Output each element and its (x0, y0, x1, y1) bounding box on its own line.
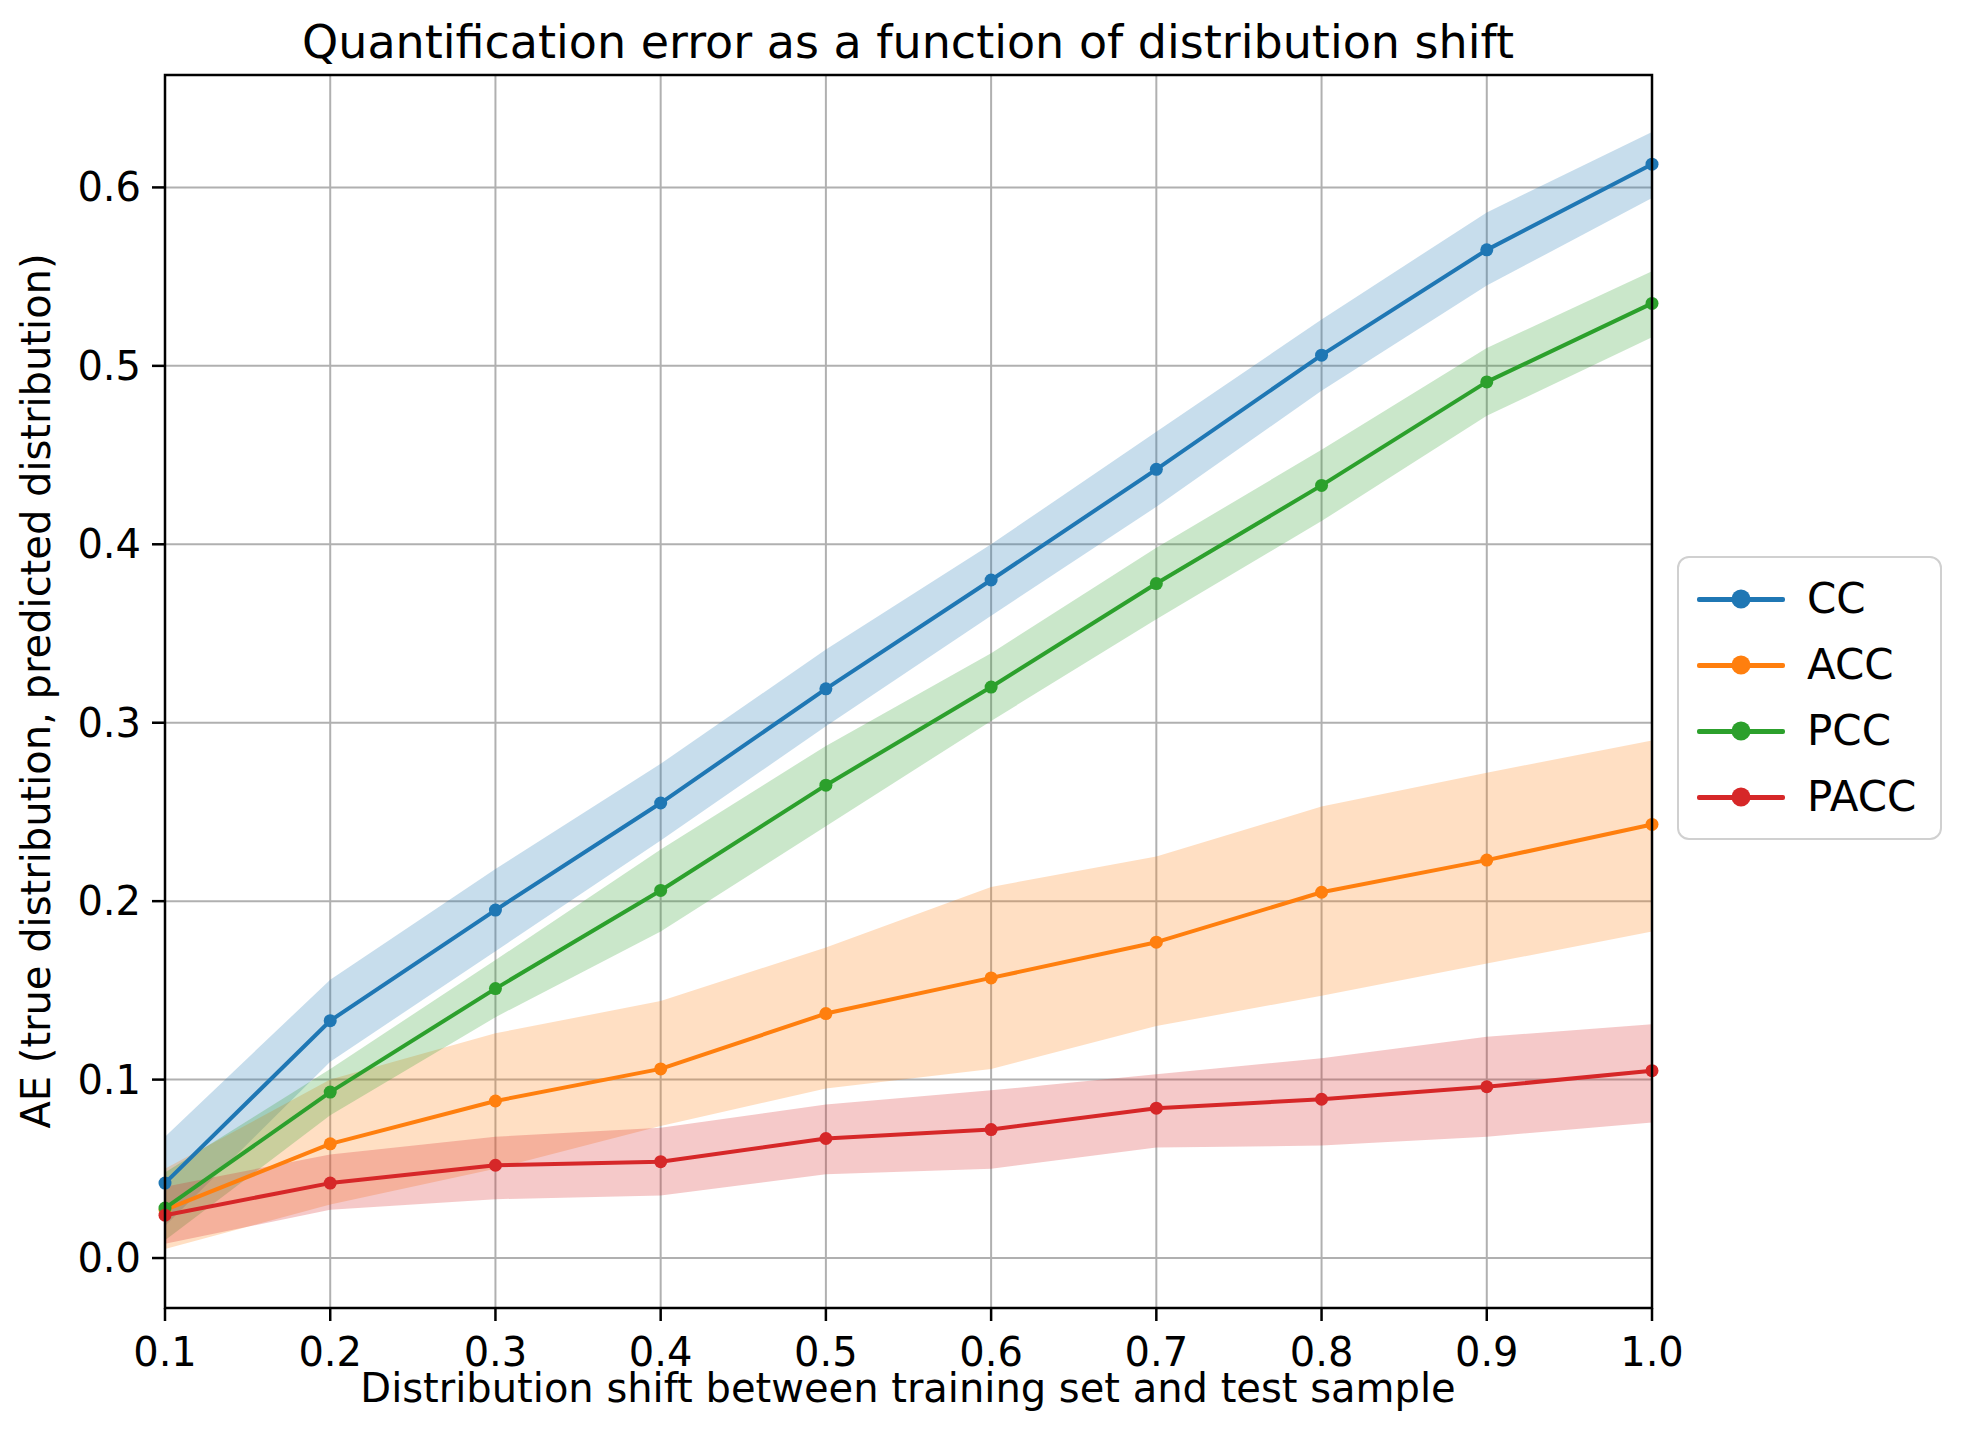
legend-marker-dot (1732, 656, 1751, 675)
marker-pacc (819, 1132, 832, 1145)
x-tick-label: 0.9 (1455, 1329, 1519, 1375)
marker-pcc (654, 884, 667, 897)
x-tick-label: 0.2 (298, 1329, 362, 1375)
marker-pacc (985, 1123, 998, 1136)
marker-pacc (1315, 1093, 1328, 1106)
y-tick-label: 0.3 (77, 700, 141, 746)
marker-pcc (1480, 375, 1493, 388)
legend-label-pcc: PCC (1807, 710, 1891, 752)
legend-item-pcc: PCC (1697, 706, 1916, 756)
marker-cc (985, 573, 998, 586)
y-tick-label: 0.1 (77, 1057, 141, 1103)
marker-pcc (819, 779, 832, 792)
y-tick-label: 0.0 (77, 1235, 141, 1281)
legend-line-sample (1697, 795, 1785, 800)
y-axis-label: AE (true distribution, predicted distrib… (13, 253, 59, 1128)
marker-cc (324, 1014, 337, 1027)
marker-pacc (1480, 1080, 1493, 1093)
figure: 0.10.20.30.40.50.60.70.80.91.00.00.10.20… (0, 0, 1969, 1446)
marker-cc (654, 797, 667, 810)
marker-pacc (1150, 1102, 1163, 1115)
marker-pcc (1315, 479, 1328, 492)
chart-title: Quantification error as a function of di… (302, 15, 1514, 69)
legend-line-sample (1697, 597, 1785, 602)
marker-cc (1480, 243, 1493, 256)
legend: CC ACC PCC PACC (1677, 556, 1942, 840)
legend-marker-dot (1732, 722, 1751, 741)
legend-label-pacc: PACC (1807, 776, 1916, 818)
marker-pacc (654, 1155, 667, 1168)
y-tick-label: 0.6 (77, 164, 141, 210)
marker-pcc (324, 1086, 337, 1099)
x-tick-label: 0.1 (133, 1329, 197, 1375)
legend-line-sample (1697, 663, 1785, 668)
marker-acc (1150, 936, 1163, 949)
marker-pcc (985, 681, 998, 694)
legend-item-cc: CC (1697, 574, 1916, 624)
legend-item-acc: ACC (1697, 640, 1916, 690)
marker-acc (985, 971, 998, 984)
marker-cc (489, 904, 502, 917)
marker-pcc (489, 982, 502, 995)
marker-acc (819, 1007, 832, 1020)
x-tick-label: 1.0 (1620, 1329, 1684, 1375)
y-tick-label: 0.2 (77, 878, 141, 924)
y-tick-label: 0.5 (77, 343, 141, 389)
legend-line-sample (1697, 729, 1785, 734)
marker-acc (654, 1062, 667, 1075)
marker-acc (489, 1095, 502, 1108)
marker-pcc (1150, 577, 1163, 590)
marker-cc (819, 682, 832, 695)
legend-marker-dot (1732, 590, 1751, 609)
legend-marker-dot (1732, 788, 1751, 807)
marker-cc (1150, 463, 1163, 476)
marker-acc (1480, 854, 1493, 867)
y-tick-label: 0.4 (77, 521, 141, 567)
marker-acc (324, 1137, 337, 1150)
legend-label-cc: CC (1807, 578, 1866, 620)
x-axis-label: Distribution shift between training set … (360, 1365, 1455, 1411)
marker-cc (1315, 349, 1328, 362)
legend-item-pacc: PACC (1697, 772, 1916, 822)
plot-area: 0.10.20.30.40.50.60.70.80.91.00.00.10.20… (0, 0, 1969, 1446)
marker-acc (1315, 886, 1328, 899)
marker-pacc (489, 1159, 502, 1172)
legend-label-acc: ACC (1807, 644, 1894, 686)
marker-pacc (324, 1177, 337, 1190)
